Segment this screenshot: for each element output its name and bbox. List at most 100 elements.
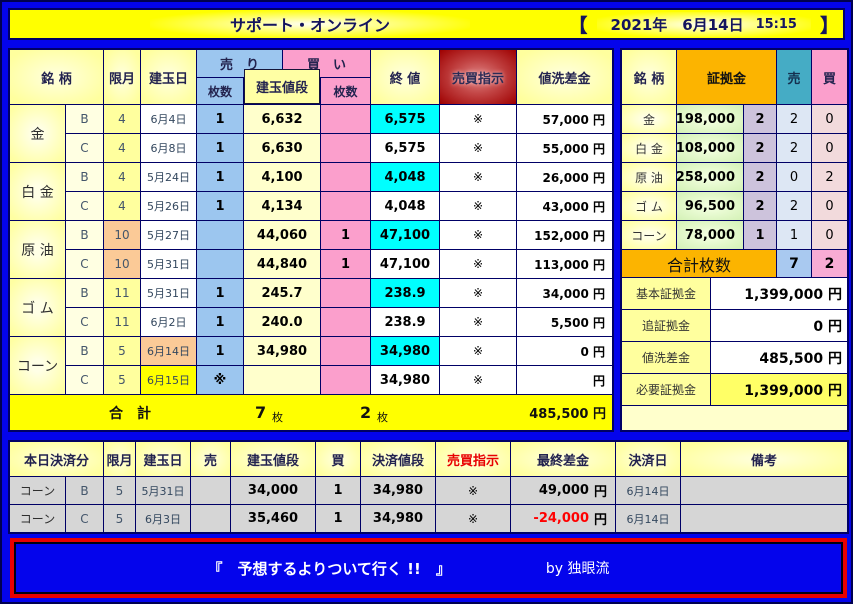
cell-order-flag: ※ bbox=[440, 105, 516, 133]
cell-sell-lots: 1 bbox=[197, 192, 243, 220]
settle-header-sell: 売 bbox=[191, 442, 230, 476]
footer-quote: 『 予想するよりついて行く !! 』 bbox=[207, 559, 451, 578]
cell-month: 5 bbox=[104, 366, 140, 394]
margin-sell-lots: 2 bbox=[777, 105, 811, 133]
cell-sell-lots bbox=[197, 250, 243, 278]
date-glow: 2021年 6月14日 15:15 bbox=[596, 11, 811, 37]
margin-commodity: コーン bbox=[622, 221, 676, 249]
cell-month: 4 bbox=[104, 105, 140, 133]
settle-price: 34,980 bbox=[361, 477, 435, 504]
cell-mtm-pnl: 57,000 円 bbox=[517, 105, 612, 133]
settle-final-pnl: -24,000 円 bbox=[511, 505, 615, 532]
cell-contract: C bbox=[66, 250, 103, 278]
cell-buy-lots bbox=[321, 192, 370, 220]
settle-header-note: 備考 bbox=[681, 442, 847, 476]
cell-month: 10 bbox=[104, 250, 140, 278]
cell-buy-lots bbox=[321, 337, 370, 365]
cell-close-price: 238.9 bbox=[371, 279, 439, 307]
cell-sell-lots: 1 bbox=[197, 105, 243, 133]
cell-mtm-pnl: 34,000 円 bbox=[517, 279, 612, 307]
order-instruction-button[interactable]: 売買指示 bbox=[440, 50, 516, 104]
positions-body: 金 B 4 6月4日 1 6,632 6,575 ※ 57,000 円 C 4 … bbox=[10, 105, 612, 394]
margin-amount: 96,500 bbox=[677, 192, 743, 220]
margin-body: 金 198,000 2 2 0 白 金 108,000 2 2 0 原 油 25… bbox=[622, 105, 847, 249]
settle-order-flag: ※ bbox=[436, 505, 510, 532]
cell-buy-lots: 1 bbox=[321, 250, 370, 278]
settle-sell-lots bbox=[191, 505, 230, 532]
settle-commodity: コーン bbox=[10, 505, 65, 532]
margin-panel: 銘 柄 証拠金 売 買 金 198,000 2 2 0 白 金 108,000 … bbox=[620, 48, 849, 432]
settle-month: 5 bbox=[104, 477, 135, 504]
cell-order-flag: ※ bbox=[440, 221, 516, 249]
cell-close-price: 6,575 bbox=[371, 134, 439, 162]
cell-mtm-pnl: 55,000 円 bbox=[517, 134, 612, 162]
settlement-body: コーン B 5 5月31日 34,000 1 34,980 ※ 49,000 円… bbox=[10, 477, 847, 532]
cell-buy-lots: 1 bbox=[321, 221, 370, 249]
cell-commodity: 金 bbox=[10, 105, 65, 162]
col-header-commodity: 銘 柄 bbox=[10, 50, 103, 104]
margin-amount: 258,000 bbox=[677, 163, 743, 191]
cell-month: 11 bbox=[104, 308, 140, 336]
current-time: 15:15 bbox=[755, 16, 797, 32]
margin-amount: 198,000 bbox=[677, 105, 743, 133]
cell-open-date: 5月31日 bbox=[141, 250, 196, 278]
cell-month: 11 bbox=[104, 279, 140, 307]
cell-close-price: 6,575 bbox=[371, 105, 439, 133]
cell-buy-lots bbox=[321, 134, 370, 162]
margin-lots: 2 bbox=[744, 163, 776, 191]
margin-header: 銘 柄 証拠金 売 買 bbox=[622, 50, 847, 104]
cell-open-price: 4,134 bbox=[244, 192, 320, 220]
cell-mtm-pnl: 円 bbox=[517, 366, 612, 394]
cell-sell-lots: 1 bbox=[197, 337, 243, 365]
app-title: サポート・オンライン bbox=[150, 10, 470, 38]
cell-buy-lots bbox=[321, 366, 370, 394]
margin-total-label: 合計枚数 bbox=[622, 250, 776, 277]
settle-final-amount: 49,000 bbox=[538, 483, 589, 498]
margin-header-margin: 証拠金 bbox=[677, 50, 776, 104]
settle-final-unit: 円 bbox=[593, 485, 607, 500]
cell-contract: B bbox=[66, 163, 103, 191]
total-buy-lots: 2 bbox=[360, 403, 372, 422]
margin-sell-lots: 2 bbox=[777, 134, 811, 162]
margin-lots: 2 bbox=[744, 134, 776, 162]
settle-price: 34,980 bbox=[361, 505, 435, 532]
settle-note bbox=[681, 477, 847, 504]
settle-header-settle-price: 決済値段 bbox=[361, 442, 435, 476]
settle-open-price: 35,460 bbox=[231, 505, 315, 532]
settle-buy-lots: 1 bbox=[316, 477, 360, 504]
margin-buy-lots: 0 bbox=[812, 134, 847, 162]
cell-order-flag: ※ bbox=[440, 366, 516, 394]
margin-lots: 2 bbox=[744, 105, 776, 133]
cell-close-price: 34,980 bbox=[371, 337, 439, 365]
cell-month: 4 bbox=[104, 134, 140, 162]
margin-sell-lots: 1 bbox=[777, 221, 811, 249]
datetime: 【 2021年 6月14日 15:15 】 bbox=[569, 10, 839, 38]
cell-sell-lots: ※ bbox=[197, 366, 243, 394]
margin-summary: 基本証拠金 1,399,000 円 追証拠金 0 円 値洗差金 485,500 … bbox=[622, 278, 847, 405]
settle-contract: C bbox=[66, 505, 103, 532]
margin-commodity: ゴ ム bbox=[622, 192, 676, 220]
margin-buy-lots: 2 bbox=[812, 163, 847, 191]
margin-sell-lots: 2 bbox=[777, 192, 811, 220]
summary-value: 1,399,000 円 bbox=[711, 278, 847, 309]
cell-buy-lots bbox=[321, 308, 370, 336]
cell-order-flag: ※ bbox=[440, 163, 516, 191]
summary-label: 必要証拠金 bbox=[622, 374, 710, 405]
positions-table: 銘 柄 限月 建玉日 売 り 買 い 枚数 建玉値段 枚数 終 値 売買指示 値… bbox=[8, 48, 614, 432]
settle-date: 6月14日 bbox=[616, 505, 680, 532]
cell-mtm-pnl: 26,000 円 bbox=[517, 163, 612, 191]
cell-month: 4 bbox=[104, 163, 140, 191]
cell-sell-lots: 1 bbox=[197, 279, 243, 307]
margin-commodity: 白 金 bbox=[622, 134, 676, 162]
cell-open-date: 5月27日 bbox=[141, 221, 196, 249]
margin-commodity: 原 油 bbox=[622, 163, 676, 191]
col-header-sell-lots: 枚数 bbox=[197, 78, 243, 104]
margin-panel-spacer bbox=[622, 406, 847, 430]
cell-sell-lots: 1 bbox=[197, 134, 243, 162]
margin-amount: 78,000 bbox=[677, 221, 743, 249]
cell-open-date: 6月4日 bbox=[141, 105, 196, 133]
cell-close-price: 47,100 bbox=[371, 250, 439, 278]
cell-mtm-pnl: 0 円 bbox=[517, 337, 612, 365]
cell-open-date: 6月15日 bbox=[141, 366, 196, 394]
